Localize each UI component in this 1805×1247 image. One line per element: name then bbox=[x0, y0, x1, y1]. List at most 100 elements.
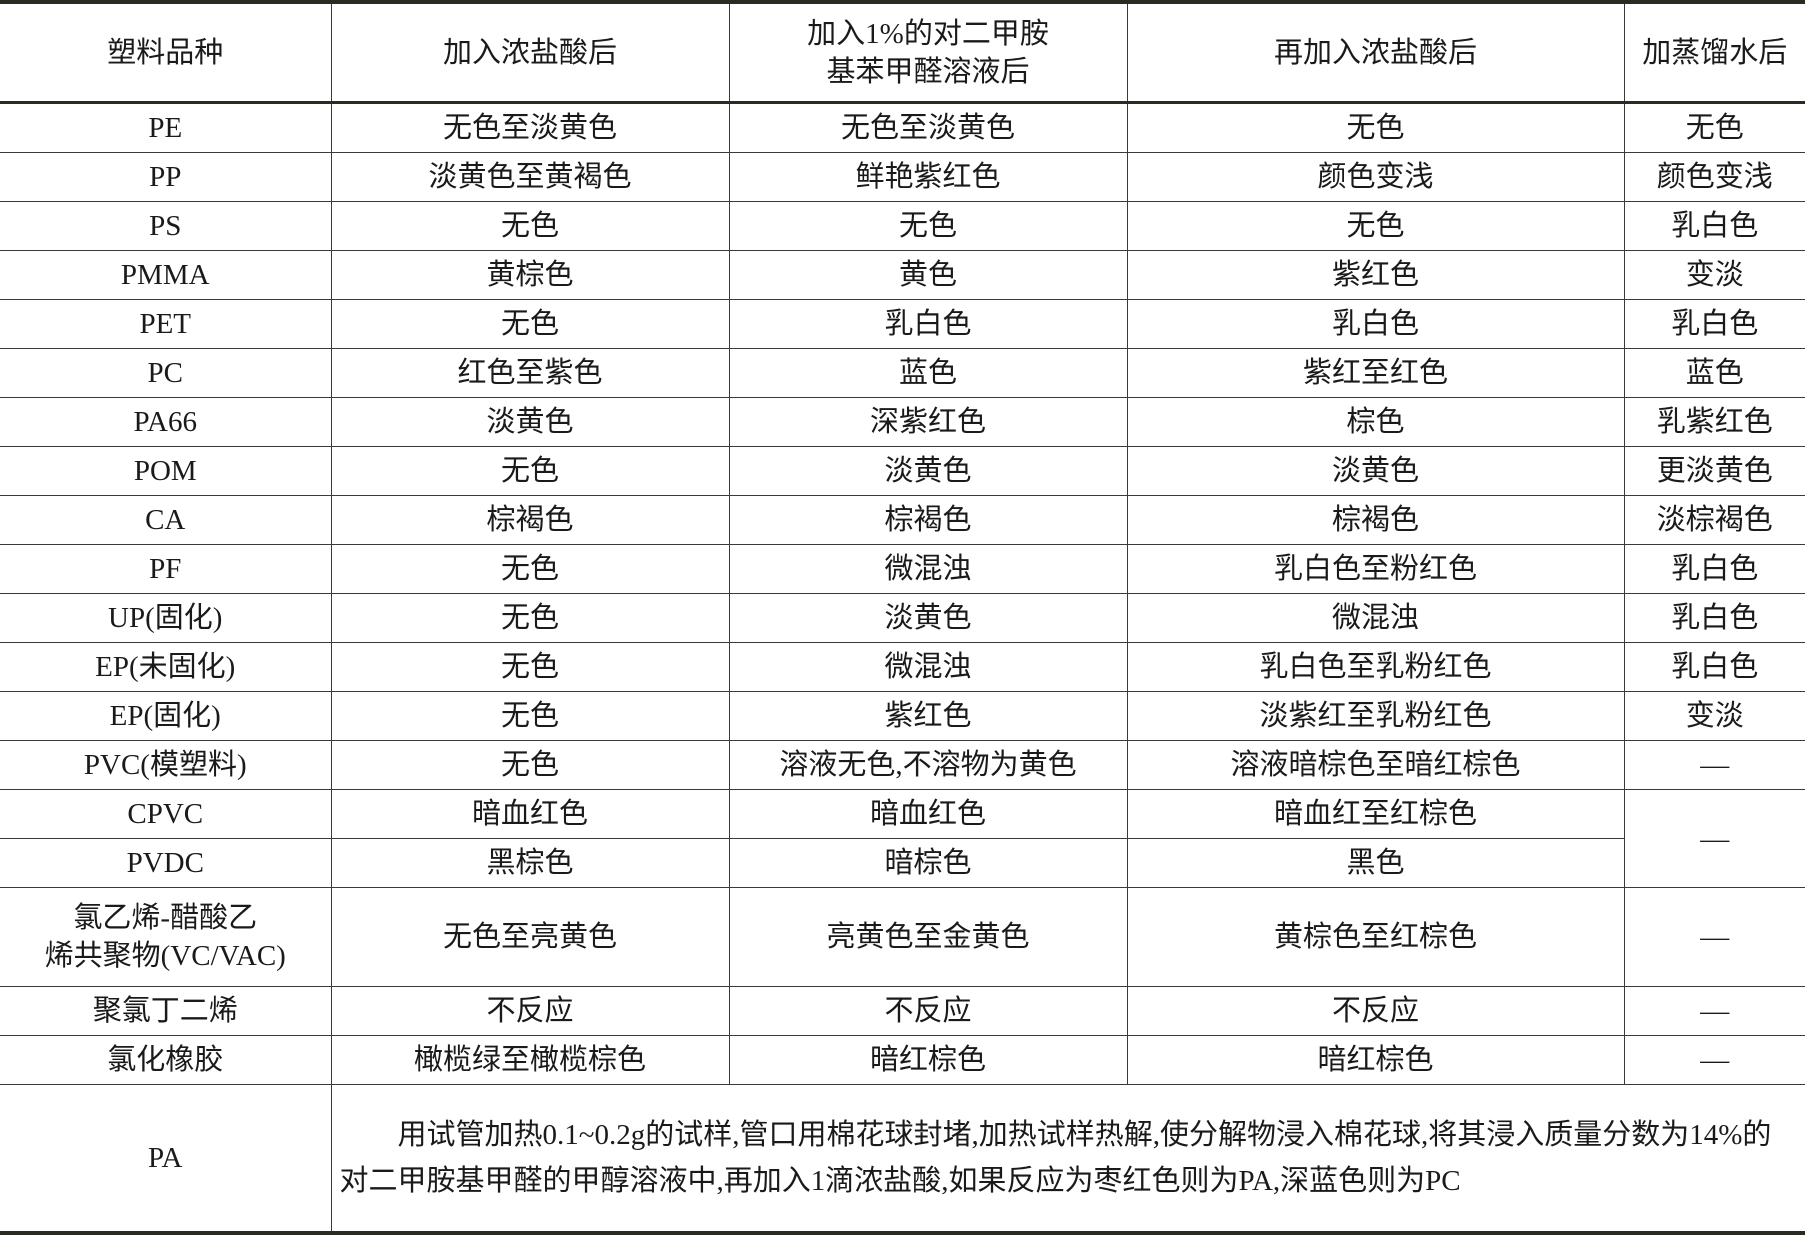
cell-plastic: CA bbox=[0, 495, 332, 545]
cell-after-water: 蓝色 bbox=[1623, 348, 1805, 398]
cell-plastic: UP(固化) bbox=[0, 593, 332, 643]
cell-pa-note: 用试管加热0.1~0.2g的试样,管口用棉花球封堵,加热试样热解,使分解物浸入棉… bbox=[330, 1084, 1805, 1234]
cell-after-hcl: 无色 bbox=[330, 740, 730, 790]
cell-after-reagent: 淡黄色 bbox=[728, 593, 1128, 643]
table-row: 聚氯丁二烯 不反应 不反应 不反应 — bbox=[0, 986, 1805, 1036]
cell-after-hcl: 无色 bbox=[330, 544, 730, 594]
cell-after-hcl: 淡黄色 bbox=[330, 397, 730, 447]
cell-after-reagent: 溶液无色,不溶物为黄色 bbox=[728, 740, 1128, 790]
cell-after-hcl: 无色 bbox=[330, 201, 730, 251]
cell-after-more-hcl: 黄棕色至红棕色 bbox=[1126, 887, 1625, 987]
table-row: EP(未固化) 无色 微混浊 乳白色至乳粉红色 乳白色 bbox=[0, 642, 1805, 692]
cell-after-water: 乳白色 bbox=[1623, 201, 1805, 251]
cell-after-more-hcl: 淡紫红至乳粉红色 bbox=[1126, 691, 1625, 741]
cell-after-water: 颜色变浅 bbox=[1623, 152, 1805, 202]
cell-after-hcl: 无色至淡黄色 bbox=[330, 102, 730, 153]
cell-after-more-hcl: 暗红棕色 bbox=[1126, 1035, 1625, 1085]
cell-after-water: — bbox=[1623, 789, 1805, 888]
table-row: PET 无色 乳白色 乳白色 乳白色 bbox=[0, 299, 1805, 349]
cell-after-more-hcl: 紫红色 bbox=[1126, 250, 1625, 300]
table-row: UP(固化) 无色 淡黄色 微混浊 乳白色 bbox=[0, 593, 1805, 643]
header-after-more-hcl: 再加入浓盐酸后 bbox=[1126, 1, 1625, 104]
cell-after-reagent: 暗棕色 bbox=[728, 838, 1128, 888]
cell-after-reagent: 乳白色 bbox=[728, 299, 1128, 349]
cell-after-water: — bbox=[1623, 986, 1805, 1036]
cell-after-reagent: 暗红棕色 bbox=[728, 1035, 1128, 1085]
cell-after-more-hcl: 无色 bbox=[1126, 102, 1625, 153]
cell-plastic: CPVC bbox=[0, 789, 332, 839]
cell-after-water: 更淡黄色 bbox=[1623, 446, 1805, 496]
cell-plastic: PA66 bbox=[0, 397, 332, 447]
cell-after-more-hcl: 紫红至红色 bbox=[1126, 348, 1625, 398]
cell-plastic: 氯化橡胶 bbox=[0, 1035, 332, 1085]
table-row: PE 无色至淡黄色 无色至淡黄色 无色 无色 bbox=[0, 102, 1805, 153]
cell-after-reagent: 微混浊 bbox=[728, 642, 1128, 692]
table-row: 氯化橡胶 橄榄绿至橄榄棕色 暗红棕色 暗红棕色 — bbox=[0, 1035, 1805, 1085]
cell-after-hcl: 无色至亮黄色 bbox=[330, 887, 730, 987]
header-after-hcl: 加入浓盐酸后 bbox=[330, 1, 730, 104]
table-row: PMMA 黄棕色 黄色 紫红色 变淡 bbox=[0, 250, 1805, 300]
table-row: POM 无色 淡黄色 淡黄色 更淡黄色 bbox=[0, 446, 1805, 496]
cell-after-water: 无色 bbox=[1623, 102, 1805, 153]
cell-plastic: PC bbox=[0, 348, 332, 398]
cell-after-hcl: 黑棕色 bbox=[330, 838, 730, 888]
cell-after-water: 淡棕褐色 bbox=[1623, 495, 1805, 545]
cell-plastic: PVC(模塑料) bbox=[0, 740, 332, 790]
cell-after-more-hcl: 颜色变浅 bbox=[1126, 152, 1625, 202]
table-row-pa: PA 用试管加热0.1~0.2g的试样,管口用棉花球封堵,加热试样热解,使分解物… bbox=[0, 1084, 1805, 1234]
cell-after-more-hcl: 微混浊 bbox=[1126, 593, 1625, 643]
cell-after-more-hcl: 乳白色 bbox=[1126, 299, 1625, 349]
cell-after-reagent: 不反应 bbox=[728, 986, 1128, 1036]
table-row: PVC(模塑料) 无色 溶液无色,不溶物为黄色 溶液暗棕色至暗红棕色 — bbox=[0, 740, 1805, 790]
cell-plastic: POM bbox=[0, 446, 332, 496]
cell-after-more-hcl: 乳白色至乳粉红色 bbox=[1126, 642, 1625, 692]
table-row: EP(固化) 无色 紫红色 淡紫红至乳粉红色 变淡 bbox=[0, 691, 1805, 741]
cell-plastic: 聚氯丁二烯 bbox=[0, 986, 332, 1036]
cell-after-water: 乳白色 bbox=[1623, 642, 1805, 692]
cell-after-more-hcl: 乳白色至粉红色 bbox=[1126, 544, 1625, 594]
table-row: CA 棕褐色 棕褐色 棕褐色 淡棕褐色 bbox=[0, 495, 1805, 545]
cell-after-hcl: 暗血红色 bbox=[330, 789, 730, 839]
cell-plastic: PE bbox=[0, 102, 332, 153]
cell-after-hcl: 淡黄色至黄褐色 bbox=[330, 152, 730, 202]
cell-after-more-hcl: 淡黄色 bbox=[1126, 446, 1625, 496]
cell-after-hcl: 无色 bbox=[330, 593, 730, 643]
cell-after-water: 乳紫红色 bbox=[1623, 397, 1805, 447]
cell-plastic: PS bbox=[0, 201, 332, 251]
cell-after-reagent: 深紫红色 bbox=[728, 397, 1128, 447]
cell-after-hcl: 不反应 bbox=[330, 986, 730, 1036]
header-plastic-type: 塑料品种 bbox=[0, 1, 332, 104]
table-row: PS 无色 无色 无色 乳白色 bbox=[0, 201, 1805, 251]
cell-after-reagent: 棕褐色 bbox=[728, 495, 1128, 545]
cell-after-water: 乳白色 bbox=[1623, 593, 1805, 643]
cell-after-reagent: 无色 bbox=[728, 201, 1128, 251]
table-row: PC 红色至紫色 蓝色 紫红至红色 蓝色 bbox=[0, 348, 1805, 398]
header-after-reagent: 加入1%的对二甲胺 基苯甲醛溶液后 bbox=[728, 1, 1128, 104]
cell-after-water: 乳白色 bbox=[1623, 299, 1805, 349]
cell-after-water: — bbox=[1623, 887, 1805, 987]
cell-after-hcl: 橄榄绿至橄榄棕色 bbox=[330, 1035, 730, 1085]
cell-after-more-hcl: 无色 bbox=[1126, 201, 1625, 251]
cell-after-hcl: 无色 bbox=[330, 299, 730, 349]
cell-after-more-hcl: 暗血红至红棕色 bbox=[1126, 789, 1625, 839]
cell-after-water: 变淡 bbox=[1623, 250, 1805, 300]
cell-plastic: PMMA bbox=[0, 250, 332, 300]
cell-after-hcl: 红色至紫色 bbox=[330, 348, 730, 398]
cell-pa-label: PA bbox=[0, 1084, 332, 1234]
cell-after-water: 变淡 bbox=[1623, 691, 1805, 741]
cell-after-hcl: 棕褐色 bbox=[330, 495, 730, 545]
cell-plastic: PET bbox=[0, 299, 332, 349]
cell-after-reagent: 紫红色 bbox=[728, 691, 1128, 741]
cell-after-hcl: 无色 bbox=[330, 691, 730, 741]
table-row: PVDC 黑棕色 暗棕色 黑色 bbox=[0, 838, 1805, 888]
cell-after-more-hcl: 不反应 bbox=[1126, 986, 1625, 1036]
cell-after-reagent: 亮黄色至金黄色 bbox=[728, 887, 1128, 987]
cell-after-reagent: 蓝色 bbox=[728, 348, 1128, 398]
cell-after-water: — bbox=[1623, 1035, 1805, 1085]
table-row: PF 无色 微混浊 乳白色至粉红色 乳白色 bbox=[0, 544, 1805, 594]
cell-after-hcl: 黄棕色 bbox=[330, 250, 730, 300]
cell-after-more-hcl: 棕褐色 bbox=[1126, 495, 1625, 545]
cell-after-more-hcl: 棕色 bbox=[1126, 397, 1625, 447]
table-row: 氯乙烯-醋酸乙 烯共聚物(VC/VAC) 无色至亮黄色 亮黄色至金黄色 黄棕色至红棕色… bbox=[0, 887, 1805, 987]
